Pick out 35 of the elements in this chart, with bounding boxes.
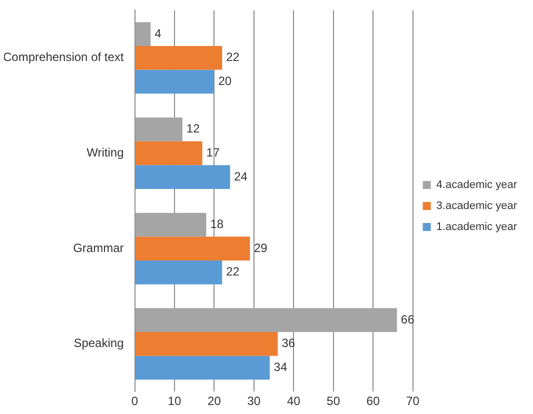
legend-label: 1.academic year (436, 221, 518, 234)
data-label: 29 (254, 240, 268, 255)
data-label: 4 (154, 26, 162, 40)
data-label: 22 (226, 264, 240, 279)
y-tick-label: Comprehension of text (3, 50, 124, 64)
bar (135, 22, 151, 46)
bar (135, 260, 222, 284)
data-label: 34 (274, 360, 288, 374)
bar (135, 356, 270, 380)
data-label: 20 (218, 74, 232, 88)
bar (135, 332, 278, 356)
y-tick-label: Writing (86, 146, 124, 160)
y-tick-label: Grammar (73, 240, 124, 255)
y-tick-label: Speaking (74, 336, 124, 350)
bar (135, 70, 214, 94)
x-tick-label: 10 (168, 394, 182, 408)
x-tick-label: 60 (366, 394, 380, 408)
bar (135, 165, 230, 189)
legend-label: 4.academic year (436, 179, 518, 192)
legend-label: 3.academic year (436, 200, 518, 212)
bar (135, 308, 397, 332)
x-tick-label: 30 (247, 394, 261, 408)
x-tick-label: 70 (406, 394, 420, 408)
data-label: 24 (234, 169, 248, 184)
bar (135, 236, 250, 260)
x-tick-label: 0 (131, 394, 138, 408)
bar (135, 141, 202, 166)
bar (135, 117, 182, 142)
x-tick-label: 50 (326, 394, 340, 408)
bar (135, 212, 206, 237)
data-label: 12 (186, 122, 200, 136)
x-tick-label: 40 (286, 394, 301, 408)
bar (135, 46, 222, 70)
data-label: 22 (226, 50, 240, 64)
x-tick-label: 20 (208, 394, 222, 408)
